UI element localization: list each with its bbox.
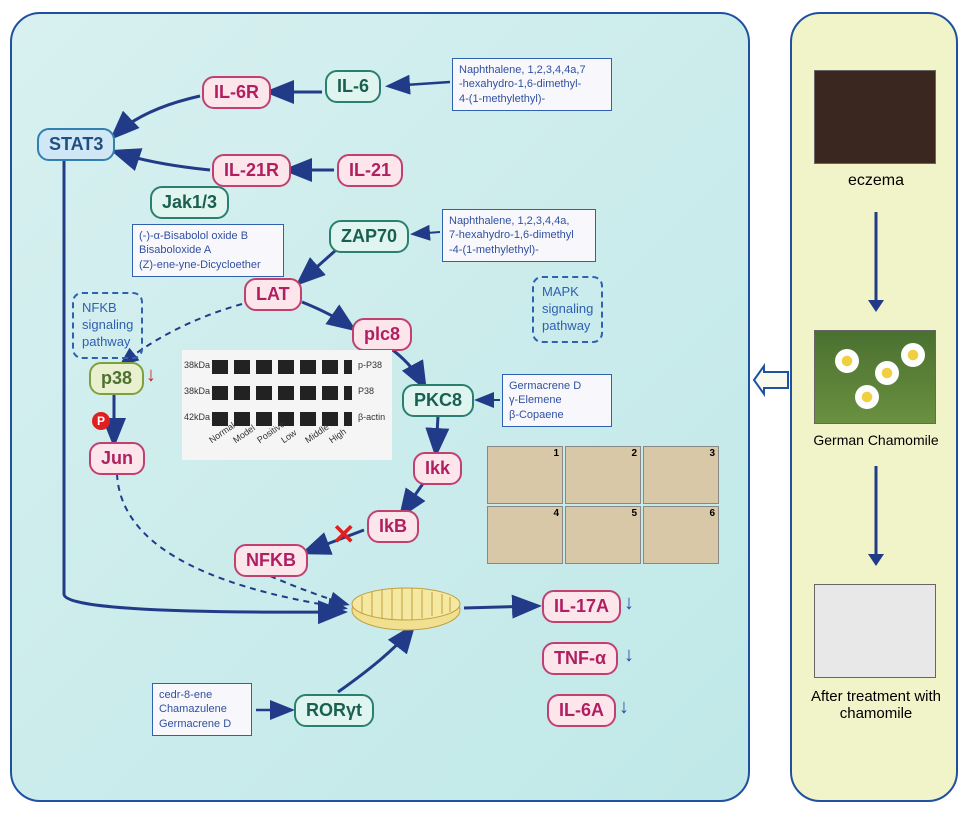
hollow-arrow-icon [752, 360, 792, 400]
eczema-image [814, 70, 936, 164]
pathway-line: NFKB [82, 300, 117, 315]
main-pathway-panel: IL-6R IL-6 STAT3 IL-21R IL-21 Jak1/3 ZAP… [10, 12, 750, 802]
compound-line: -4-(1-methylethyl)- [449, 244, 539, 256]
chamomile-image [814, 330, 936, 424]
node-lat: LAT [244, 278, 302, 311]
node-tnfa: TNF-α [542, 642, 618, 675]
blot-row-label: β-actin [358, 412, 385, 422]
down-arrow-icon: ↓ [619, 696, 629, 719]
compound-line: (-)-α-Bisabolol oxide B [139, 230, 248, 242]
kda-label: 42kDa [184, 412, 210, 422]
node-il21: IL-21 [337, 154, 403, 187]
compound-line: Chamazulene [159, 703, 227, 715]
blot-row-label: P38 [358, 386, 374, 396]
compound-line: β-Copaene [509, 409, 564, 421]
compound-line: (Z)-ene-yne-Dicycloether [139, 259, 261, 271]
node-plc8: plc8 [352, 318, 412, 351]
compound-roryt: cedr-8-ene Chamazulene Germacrene D [152, 683, 252, 736]
right-treatment-panel: eczema German Chamomile After treatment … [790, 12, 958, 802]
treated-mouse-image [814, 584, 936, 678]
compound-pkc8: Germacrene D γ-Elemene β-Copaene [502, 374, 612, 427]
node-il6a: IL-6A [547, 694, 616, 727]
compound-zap70: Naphthalene, 1,2,3,4,4a, 7-hexahydro-1,6… [442, 209, 596, 262]
compound-line: Bisaboloxide A [139, 244, 211, 256]
compound-line: cedr-8-ene [159, 689, 212, 701]
arrow-down-icon [862, 462, 890, 572]
compound-line: 7-hexahydro-1,6-dimethyl [449, 229, 574, 241]
eczema-label: eczema [792, 172, 960, 190]
kda-label: 38kDa [184, 360, 210, 370]
pathway-line: signaling [542, 301, 593, 316]
node-stat3: STAT3 [37, 128, 115, 161]
nfkb-pathway-box: NFKB signaling pathway [72, 292, 143, 359]
down-arrow-icon: ↓ [624, 644, 634, 667]
node-il6: IL-6 [325, 70, 381, 103]
compound-il6: Naphthalene, 1,2,3,4,4a,7 -hexahydro-1,6… [452, 58, 612, 111]
compound-jak13: (-)-α-Bisabolol oxide B Bisaboloxide A (… [132, 224, 284, 277]
node-ikk: Ikk [413, 452, 462, 485]
node-ikb: IkB [367, 510, 419, 543]
down-arrow-icon: ↓ [624, 592, 634, 615]
compound-line: 4-(1-methylethyl)- [459, 93, 545, 105]
chamomile-label: German Chamomile [792, 432, 960, 448]
node-roryt: RORγt [294, 694, 374, 727]
compound-line: Germacrene D [509, 380, 581, 392]
western-blot-image: 38kDa 38kDa 42kDa p-P38 P38 β-actin Norm… [182, 350, 392, 460]
node-p38: p38 [89, 362, 144, 395]
arrow-down-icon [862, 208, 890, 318]
node-il6r: IL-6R [202, 76, 271, 109]
pathway-line: pathway [82, 334, 130, 349]
compound-line: -hexahydro-1,6-dimethyl- [459, 78, 581, 90]
histology-grid: 1 2 3 4 5 6 [487, 446, 719, 564]
node-pkc8: PKC8 [402, 384, 474, 417]
phospho-marker: P [92, 412, 110, 430]
compound-line: Naphthalene, 1,2,3,4,4a, [449, 215, 569, 227]
blot-row-label: p-P38 [358, 360, 382, 370]
node-il21r: IL-21R [212, 154, 291, 187]
node-il17a: IL-17A [542, 590, 621, 623]
pathway-line: signaling [82, 317, 133, 332]
kda-label: 38kDa [184, 386, 210, 396]
mapk-pathway-box: MAPK signaling pathway [532, 276, 603, 343]
node-zap70: ZAP70 [329, 220, 409, 253]
red-down-arrow-icon: ↓ [146, 364, 156, 387]
compound-line: Germacrene D [159, 718, 231, 730]
node-jak13: Jak1/3 [150, 186, 229, 219]
after-treatment-label: After treatment with chamomile [800, 688, 952, 722]
compound-line: Naphthalene, 1,2,3,4,4a,7 [459, 64, 586, 76]
compound-line: γ-Elemene [509, 394, 562, 406]
node-nfkb: NFKB [234, 544, 308, 577]
pathway-line: MAPK [542, 284, 579, 299]
red-x-icon: ✕ [332, 518, 355, 551]
node-jun: Jun [89, 442, 145, 475]
pathway-line: pathway [542, 318, 590, 333]
